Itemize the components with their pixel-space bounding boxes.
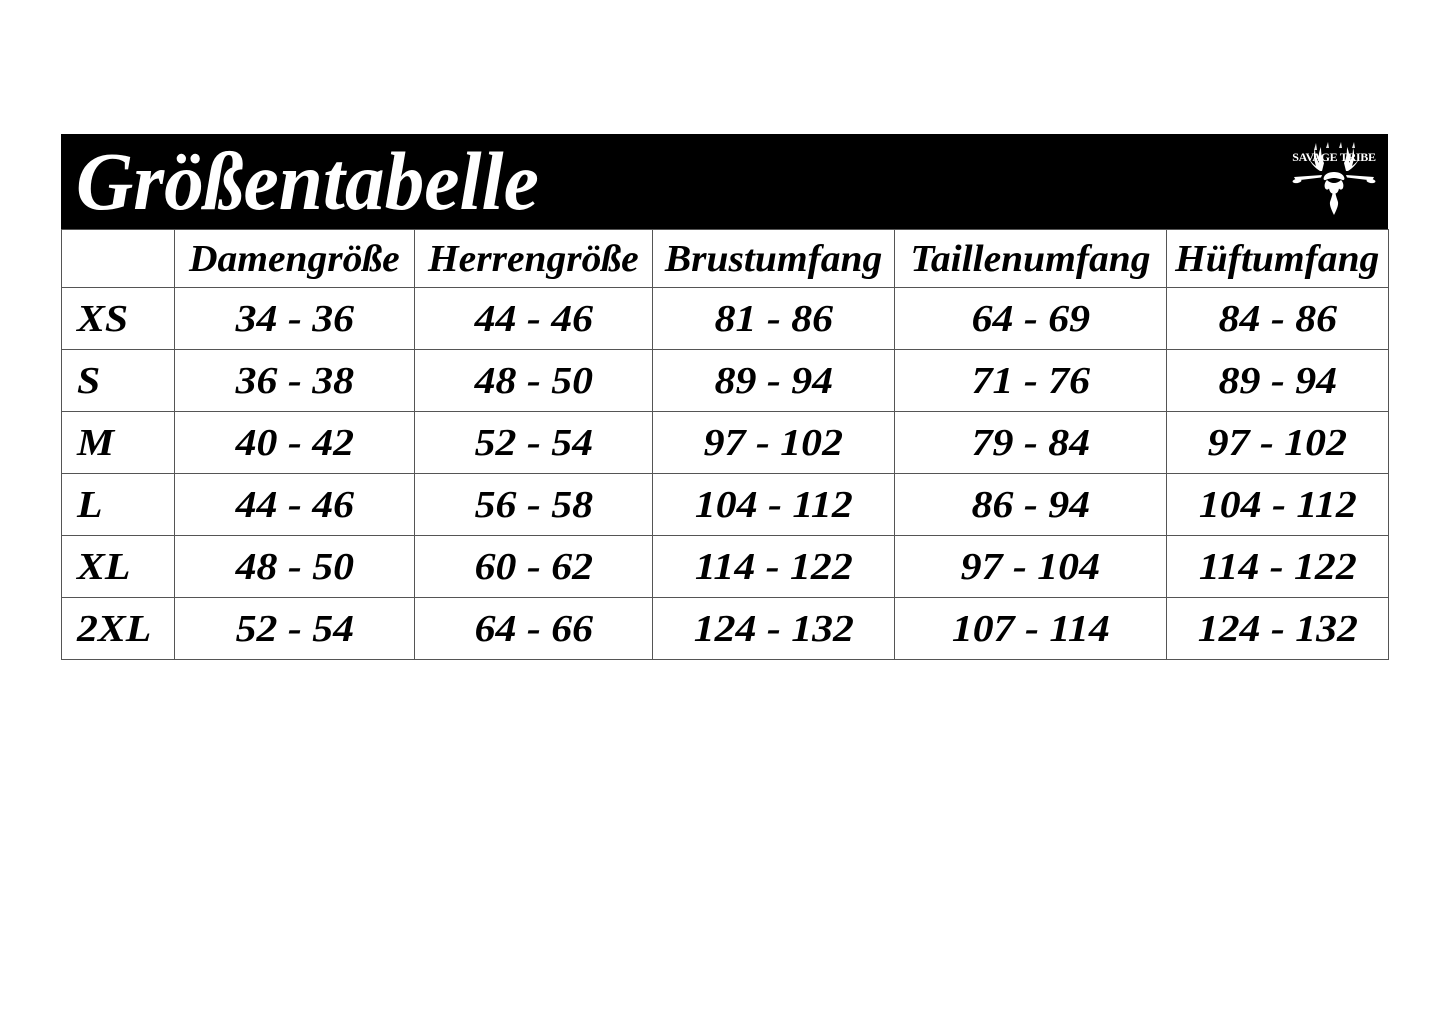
- svg-text:SAVAGE TRIBE: SAVAGE TRIBE: [1292, 150, 1376, 164]
